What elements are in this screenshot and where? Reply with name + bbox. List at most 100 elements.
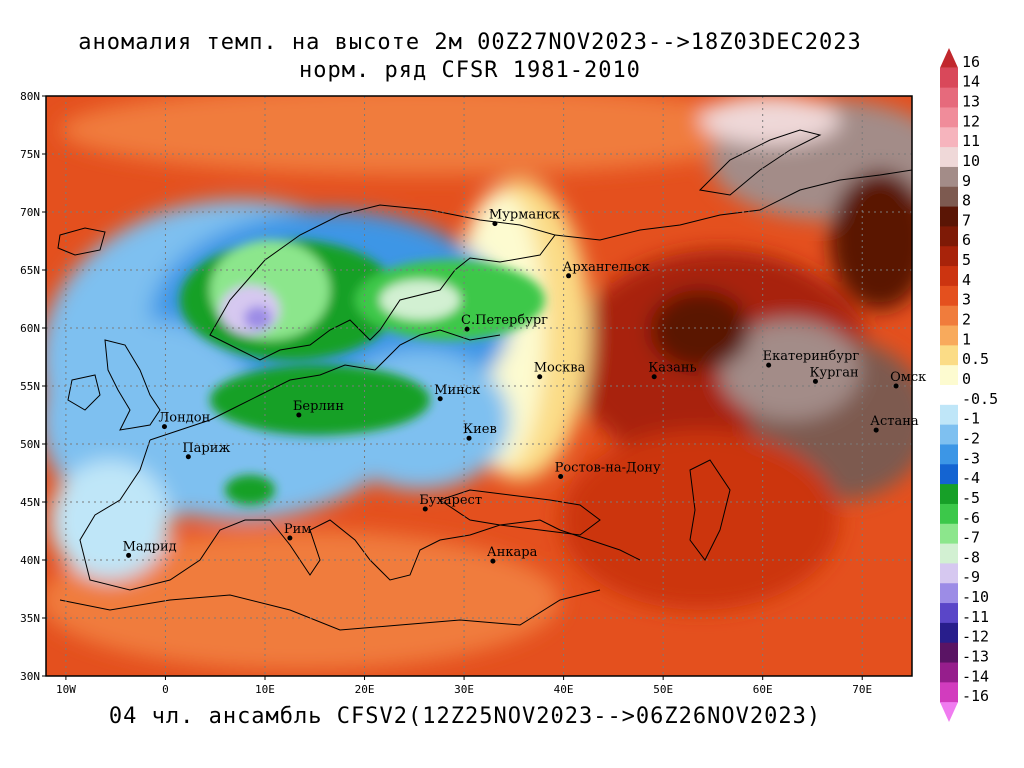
- colorbar-label: 7: [962, 211, 971, 229]
- colorbar-cell: [940, 622, 958, 644]
- city-label: Астана: [870, 414, 919, 429]
- lat-label: 40N: [20, 554, 40, 567]
- city-label: Киев: [463, 422, 497, 437]
- colorbar-cell: [940, 67, 958, 89]
- lat-label: 60N: [20, 322, 40, 335]
- colorbar-label: 16: [962, 53, 980, 71]
- lat-label: 55N: [20, 380, 40, 393]
- city-markers: Мурманск Архангельск С.Петербург Москва Каза…: [123, 208, 926, 564]
- city-dot: [492, 221, 498, 227]
- lat-label: 70N: [20, 206, 40, 219]
- colorbar-cell: [940, 107, 958, 128]
- colorbar-cell: [940, 682, 958, 703]
- city-dot: [873, 427, 879, 433]
- latitude-labels: 80N 75N 70N 65N 60N 55N 50N 45N 40N 35N 30N: [20, 90, 46, 683]
- lat-label: 65N: [20, 264, 40, 277]
- colorbar-label: 11: [962, 132, 980, 150]
- colorbar-label: -11: [962, 608, 989, 626]
- colorbar-cell: [940, 642, 958, 664]
- city-label: Казань: [648, 361, 696, 376]
- ensemble-footer: 04 чл. ансамбль CFSV2(12Z25NOV2023-->06Z…: [108, 704, 822, 729]
- colorbar-label: 14: [962, 73, 980, 91]
- colorbar-cell: [940, 503, 958, 525]
- city-label: Екатеринбург: [763, 349, 860, 364]
- colorbar-label: -16: [962, 687, 989, 705]
- colorbar-label: 13: [962, 92, 980, 110]
- city-label: Ростов-на-Дону: [555, 460, 661, 475]
- colorbar-cell: [940, 404, 958, 426]
- city-label: Мурманск: [489, 208, 560, 223]
- city-label: Минск: [434, 383, 480, 398]
- colorbar-label: -5: [962, 489, 980, 507]
- colorbar-cell: [940, 603, 958, 624]
- colorbar-label: -0.5: [962, 390, 998, 408]
- chart-title: аномалия темп. на высоте 2м 00Z27NOV2023…: [78, 30, 862, 55]
- colorbar-cell: [940, 266, 958, 287]
- colorbar-label: 3: [962, 291, 971, 309]
- colorbar-cell: [940, 543, 958, 564]
- colorbar-cell: [940, 345, 958, 366]
- colorbar-cell: [940, 583, 958, 604]
- city-dot: [812, 378, 818, 384]
- colorbar-label: 9: [962, 172, 971, 190]
- city-dot: [161, 424, 167, 430]
- city-dot: [490, 558, 496, 564]
- colorbar-cell: [940, 484, 958, 505]
- colorbar-label: -3: [962, 449, 980, 467]
- colorbar-cell: [940, 305, 958, 327]
- longitude-labels: 10W 0 10E 20E 30E 40E 50E 60E 70E: [56, 676, 872, 696]
- colorbar-cell: [940, 147, 958, 168]
- colorbar-cell: [940, 206, 958, 227]
- colorbar-cell: [940, 285, 958, 307]
- city-dot: [893, 383, 899, 389]
- colorbar-cell: [940, 662, 958, 683]
- colorbar-label: -1: [962, 410, 980, 428]
- colorbar-label: 8: [962, 192, 971, 210]
- colorbar-label: 6: [962, 231, 971, 249]
- city-label: Бухарест: [419, 493, 482, 508]
- city-dot: [126, 552, 132, 558]
- colorbar-label: 2: [962, 311, 971, 329]
- lon-label: 70E: [852, 683, 872, 696]
- colorbar-label: -7: [962, 529, 980, 547]
- colorbar-label: -6: [962, 509, 980, 527]
- city-label: С.Петербург: [461, 313, 548, 328]
- lon-label: 20E: [355, 683, 375, 696]
- colorbar-cell: [940, 127, 958, 148]
- colorbar-cell: [940, 325, 958, 346]
- lon-label: 10W: [56, 683, 76, 696]
- colorbar-cell: [940, 226, 958, 247]
- colorbar-label: -8: [962, 548, 980, 566]
- colorbar-label: -4: [962, 469, 980, 487]
- colorbar-label: 5: [962, 251, 971, 269]
- city-label: Москва: [534, 361, 586, 376]
- city-dot: [466, 435, 472, 441]
- colorbar-label: 10: [962, 152, 980, 170]
- colorbar-cell: [940, 48, 958, 68]
- city-label: Берлин: [293, 399, 344, 414]
- lat-label: 75N: [20, 148, 40, 161]
- city-dot: [558, 473, 564, 479]
- coastlines: [57, 129, 912, 631]
- lon-label: 0: [162, 683, 169, 696]
- colorbar-cell: [940, 186, 958, 208]
- lon-label: 40E: [554, 683, 574, 696]
- colorbar-label: 0: [962, 370, 971, 388]
- colorbar-cell: [940, 166, 958, 188]
- colorbar-label: -9: [962, 568, 980, 586]
- lon-label: 50E: [653, 683, 673, 696]
- colorbar-cell: [940, 87, 958, 108]
- colorbar-cell: [940, 385, 958, 406]
- lon-label: 10E: [255, 683, 275, 696]
- lat-label: 30N: [20, 670, 40, 683]
- colorbar-cell: [940, 424, 958, 445]
- colorbar-cell: [940, 702, 958, 722]
- city-label: Анкара: [487, 545, 538, 560]
- city-label: Рим: [284, 522, 312, 537]
- city-label: Курган: [809, 365, 858, 380]
- city-dot: [437, 396, 443, 402]
- city-dot: [287, 535, 293, 541]
- city-dot: [566, 273, 572, 279]
- colorbar-cell: [940, 464, 958, 485]
